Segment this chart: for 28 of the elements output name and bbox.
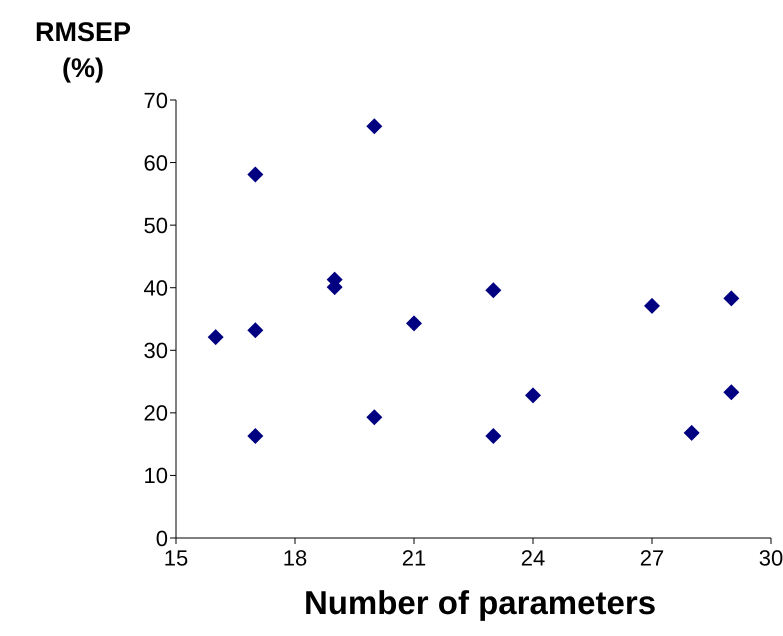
x-tick-label: 27 [640, 546, 664, 571]
x-tick-label: 30 [758, 546, 783, 571]
point [723, 290, 740, 306]
x-tick-label: 18 [282, 546, 308, 571]
x-axis-title: Number of parameters [302, 584, 658, 622]
y-tick-label: 60 [144, 150, 168, 176]
point [366, 118, 382, 134]
y-tick-label: 70 [144, 88, 168, 113]
x-tick-label: 24 [520, 546, 546, 571]
point [208, 329, 224, 346]
point [485, 282, 502, 298]
point [723, 384, 740, 400]
point [485, 428, 502, 444]
point [406, 315, 422, 332]
point [684, 424, 700, 441]
y-tick-label: 20 [144, 400, 168, 426]
y-tick-label: 10 [144, 463, 168, 488]
y-axis-title: RMSEP (%) [34, 16, 132, 85]
point [366, 409, 382, 426]
point [247, 428, 264, 444]
point [644, 298, 660, 314]
y-tick-label: 40 [144, 276, 168, 301]
point [525, 387, 541, 404]
x-tick-label: 21 [402, 546, 426, 571]
point [247, 166, 264, 182]
point [247, 322, 264, 338]
y-tick-label: 50 [144, 212, 168, 238]
y-tick-label: 30 [144, 338, 168, 364]
